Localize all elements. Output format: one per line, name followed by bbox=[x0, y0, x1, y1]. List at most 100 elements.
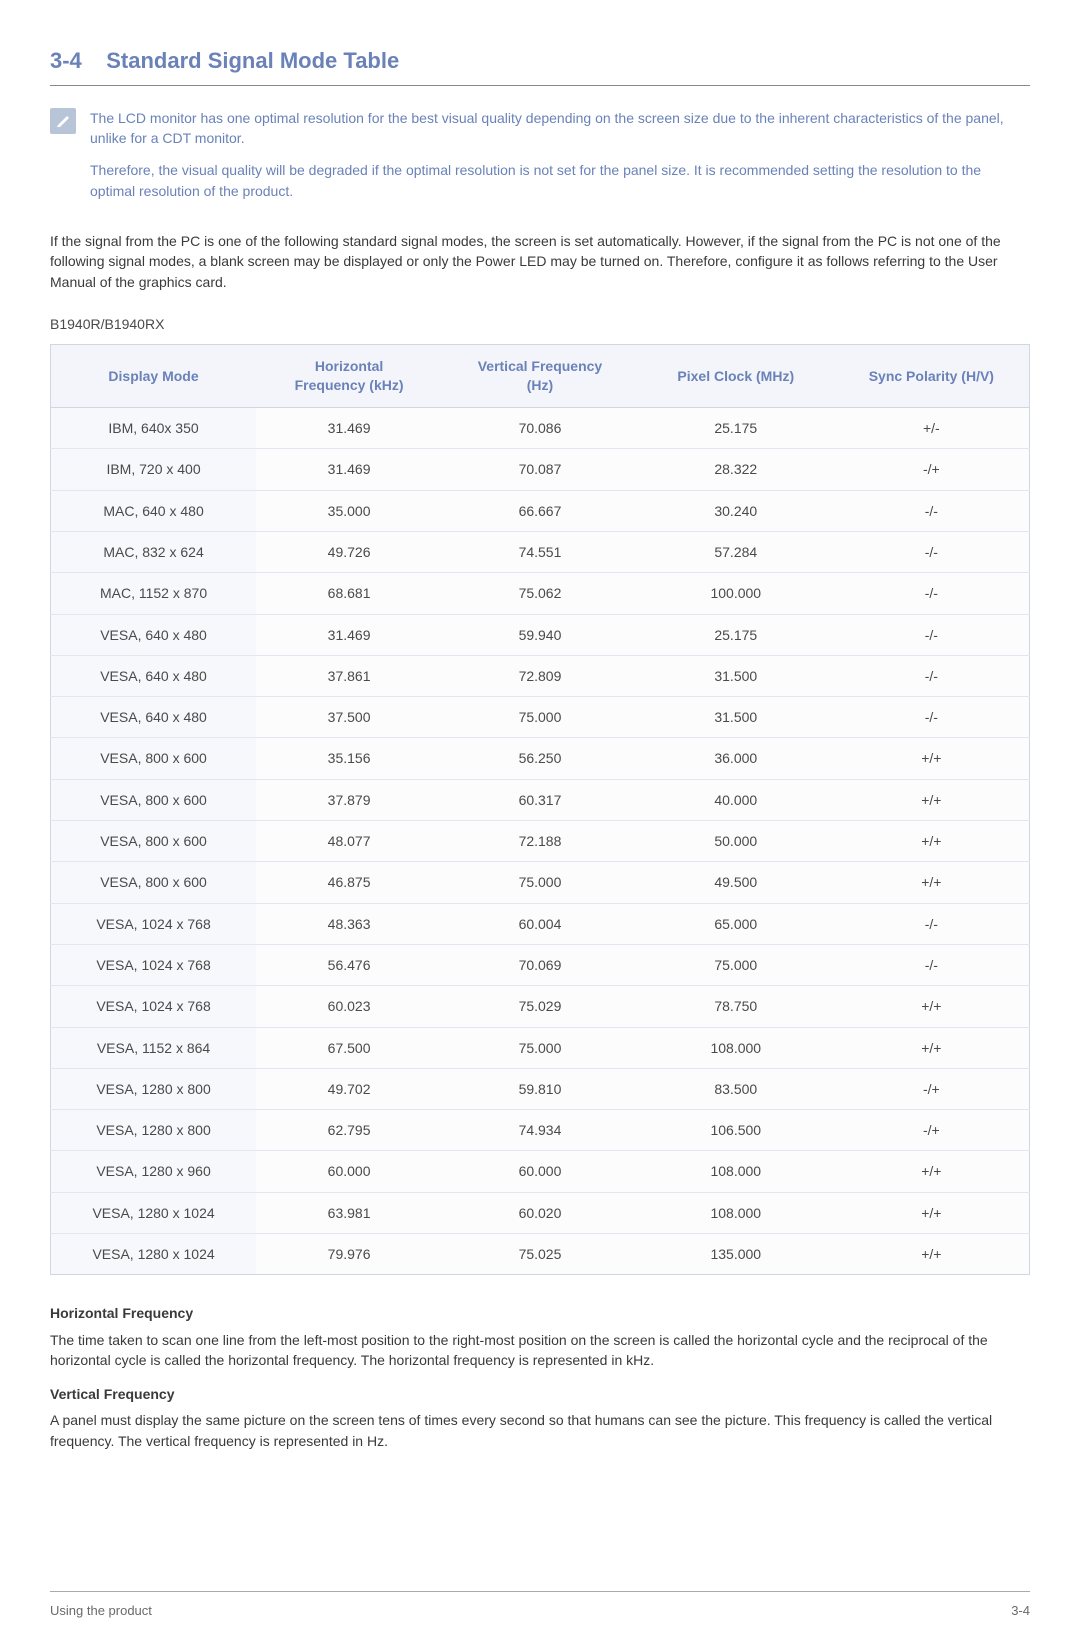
table-cell: 78.750 bbox=[638, 986, 834, 1027]
table-cell: 63.981 bbox=[256, 1192, 442, 1233]
table-cell: 60.317 bbox=[442, 779, 638, 820]
table-row: VESA, 1024 x 76848.36360.00465.000-/- bbox=[51, 903, 1030, 944]
table-row: IBM, 720 x 40031.46970.08728.322-/+ bbox=[51, 449, 1030, 490]
table-row: VESA, 1024 x 76856.47670.06975.000-/- bbox=[51, 944, 1030, 985]
col-horizontal-freq: HorizontalFrequency (kHz) bbox=[256, 345, 442, 408]
table-cell: VESA, 1024 x 768 bbox=[51, 944, 257, 985]
note-text: The LCD monitor has one optimal resoluti… bbox=[90, 108, 1030, 213]
table-cell: 60.004 bbox=[442, 903, 638, 944]
table-cell: 60.000 bbox=[256, 1151, 442, 1192]
table-cell: 60.023 bbox=[256, 986, 442, 1027]
section-heading: 3-4 Standard Signal Mode Table bbox=[50, 45, 1030, 86]
table-row: MAC, 640 x 48035.00066.66730.240-/- bbox=[51, 490, 1030, 531]
table-cell: VESA, 1152 x 864 bbox=[51, 1027, 257, 1068]
table-cell: 108.000 bbox=[638, 1027, 834, 1068]
table-cell: 31.500 bbox=[638, 655, 834, 696]
table-row: VESA, 800 x 60035.15656.25036.000+/+ bbox=[51, 738, 1030, 779]
table-cell: -/- bbox=[834, 614, 1030, 655]
table-cell: -/+ bbox=[834, 1110, 1030, 1151]
table-row: MAC, 832 x 62449.72674.55157.284-/- bbox=[51, 531, 1030, 572]
table-cell: 48.363 bbox=[256, 903, 442, 944]
table-cell: -/- bbox=[834, 903, 1030, 944]
note-icon bbox=[50, 108, 76, 134]
vf-body: A panel must display the same picture on… bbox=[50, 1410, 1030, 1451]
table-cell: 35.000 bbox=[256, 490, 442, 531]
table-cell: 31.469 bbox=[256, 614, 442, 655]
table-cell: +/+ bbox=[834, 862, 1030, 903]
table-cell: VESA, 640 x 480 bbox=[51, 614, 257, 655]
table-cell: VESA, 1024 x 768 bbox=[51, 986, 257, 1027]
table-cell: VESA, 640 x 480 bbox=[51, 655, 257, 696]
table-cell: 75.000 bbox=[442, 697, 638, 738]
table-cell: +/+ bbox=[834, 779, 1030, 820]
table-cell: 72.188 bbox=[442, 821, 638, 862]
table-cell: MAC, 1152 x 870 bbox=[51, 573, 257, 614]
table-cell: +/+ bbox=[834, 738, 1030, 779]
table-cell: -/+ bbox=[834, 1068, 1030, 1109]
table-cell: 31.500 bbox=[638, 697, 834, 738]
table-cell: VESA, 1280 x 800 bbox=[51, 1068, 257, 1109]
table-row: VESA, 800 x 60048.07772.18850.000+/+ bbox=[51, 821, 1030, 862]
table-cell: 57.284 bbox=[638, 531, 834, 572]
table-cell: 46.875 bbox=[256, 862, 442, 903]
table-cell: 75.029 bbox=[442, 986, 638, 1027]
section-number: 3-4 bbox=[50, 48, 82, 73]
table-row: VESA, 1280 x 80062.79574.934106.500-/+ bbox=[51, 1110, 1030, 1151]
table-cell: 49.702 bbox=[256, 1068, 442, 1109]
table-cell: VESA, 1280 x 1024 bbox=[51, 1233, 257, 1274]
table-cell: 30.240 bbox=[638, 490, 834, 531]
table-cell: 36.000 bbox=[638, 738, 834, 779]
table-cell: 37.879 bbox=[256, 779, 442, 820]
table-cell: 70.069 bbox=[442, 944, 638, 985]
table-row: MAC, 1152 x 87068.68175.062100.000-/- bbox=[51, 573, 1030, 614]
table-cell: VESA, 1280 x 1024 bbox=[51, 1192, 257, 1233]
table-cell: VESA, 800 x 600 bbox=[51, 862, 257, 903]
table-cell: +/+ bbox=[834, 821, 1030, 862]
footer-left: Using the product bbox=[50, 1602, 152, 1621]
table-cell: 37.861 bbox=[256, 655, 442, 696]
hf-body: The time taken to scan one line from the… bbox=[50, 1330, 1030, 1371]
table-cell: 49.726 bbox=[256, 531, 442, 572]
table-row: VESA, 1280 x 102463.98160.020108.000+/+ bbox=[51, 1192, 1030, 1233]
table-cell: 56.250 bbox=[442, 738, 638, 779]
table-cell: 31.469 bbox=[256, 408, 442, 449]
table-cell: 79.976 bbox=[256, 1233, 442, 1274]
page-footer: Using the product 3-4 bbox=[50, 1591, 1030, 1621]
signal-mode-table: Display Mode HorizontalFrequency (kHz) V… bbox=[50, 344, 1030, 1275]
table-cell: 62.795 bbox=[256, 1110, 442, 1151]
table-cell: 59.810 bbox=[442, 1068, 638, 1109]
col-sync-polarity: Sync Polarity (H/V) bbox=[834, 345, 1030, 408]
table-cell: 25.175 bbox=[638, 408, 834, 449]
table-row: VESA, 1024 x 76860.02375.02978.750+/+ bbox=[51, 986, 1030, 1027]
table-cell: 100.000 bbox=[638, 573, 834, 614]
table-cell: +/+ bbox=[834, 986, 1030, 1027]
table-cell: -/- bbox=[834, 490, 1030, 531]
table-row: VESA, 640 x 48031.46959.94025.175-/- bbox=[51, 614, 1030, 655]
table-cell: 66.667 bbox=[442, 490, 638, 531]
vf-heading: Vertical Frequency bbox=[50, 1384, 1030, 1404]
table-cell: VESA, 800 x 600 bbox=[51, 779, 257, 820]
table-cell: 72.809 bbox=[442, 655, 638, 696]
table-cell: 56.476 bbox=[256, 944, 442, 985]
table-cell: 70.086 bbox=[442, 408, 638, 449]
table-cell: 75.062 bbox=[442, 573, 638, 614]
table-cell: 37.500 bbox=[256, 697, 442, 738]
table-cell: 75.000 bbox=[442, 862, 638, 903]
table-cell: MAC, 832 x 624 bbox=[51, 531, 257, 572]
table-cell: 35.156 bbox=[256, 738, 442, 779]
table-cell: 40.000 bbox=[638, 779, 834, 820]
table-row: VESA, 1280 x 96060.00060.000108.000+/+ bbox=[51, 1151, 1030, 1192]
note-p1: The LCD monitor has one optimal resoluti… bbox=[90, 108, 1030, 149]
table-row: VESA, 1152 x 86467.50075.000108.000+/+ bbox=[51, 1027, 1030, 1068]
table-cell: 135.000 bbox=[638, 1233, 834, 1274]
table-cell: +/+ bbox=[834, 1151, 1030, 1192]
col-display-mode: Display Mode bbox=[51, 345, 257, 408]
table-row: VESA, 640 x 48037.86172.80931.500-/- bbox=[51, 655, 1030, 696]
table-cell: 75.025 bbox=[442, 1233, 638, 1274]
table-cell: -/- bbox=[834, 697, 1030, 738]
table-row: IBM, 640x 35031.46970.08625.175+/- bbox=[51, 408, 1030, 449]
table-cell: 74.551 bbox=[442, 531, 638, 572]
table-cell: 60.020 bbox=[442, 1192, 638, 1233]
table-cell: 75.000 bbox=[442, 1027, 638, 1068]
col-vertical-freq: Vertical Frequency(Hz) bbox=[442, 345, 638, 408]
